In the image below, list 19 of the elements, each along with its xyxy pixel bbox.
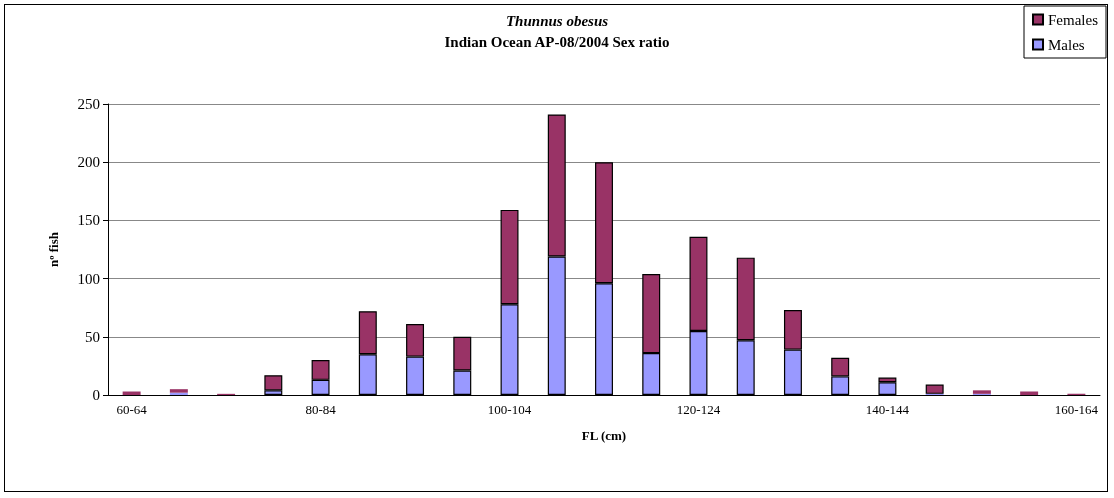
y-tick-label: 250 [77,96,100,112]
legend-label: Males [1048,36,1085,53]
chart-title: Thunnus obesus [505,12,609,29]
x-tick-label: 140-144 [865,402,910,417]
y-tick-label: 0 [92,387,100,403]
y-tick-label: 150 [77,212,100,229]
bar [264,375,283,391]
y-axis-title: nº fish [46,231,61,268]
chart-subtitle: Indian Ocean AP-08/2004 Sex ratio [444,33,670,50]
y-tick-label: 200 [77,154,100,171]
x-tick-label: 60-64 [116,402,148,417]
y-tick-label: 100 [77,270,100,287]
x-axis-title: FL (cm) [581,428,627,443]
x-tick-label: 160-164 [1054,402,1099,417]
legend-label: Females [1048,11,1099,28]
x-tick-label: 80-84 [305,402,337,417]
y-tick-label: 50 [85,328,100,345]
x-tick-label: 100-104 [487,402,532,417]
x-tick-label: 120-124 [676,402,721,417]
